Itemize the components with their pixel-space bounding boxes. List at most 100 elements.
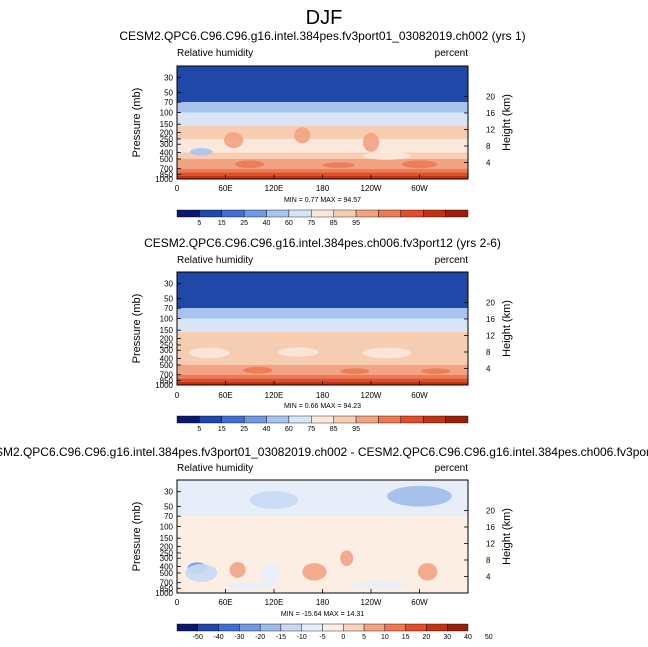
colorbar-swatch xyxy=(400,209,424,218)
min-max-label: MIN = -15.64 MAX = 14.31 xyxy=(281,611,364,618)
field-blob xyxy=(229,562,246,578)
colorbar-swatch xyxy=(378,209,402,218)
field-band xyxy=(177,318,468,333)
y-tick-label: 500 xyxy=(160,155,174,164)
chart-panel-1: CESM2.QPC6.C96.C96.g16.intel.384pes.fv3p… xyxy=(119,29,525,227)
y-right-axis-label: Height (km) xyxy=(501,508,513,565)
colorbar-swatch xyxy=(221,209,245,218)
y-tick-label: 300 xyxy=(160,554,174,563)
y-tick-label: 1000 xyxy=(155,589,173,598)
colorbar-swatch xyxy=(266,209,290,218)
y-right-tick-label: 12 xyxy=(486,331,495,340)
y-right-tick-label: 8 xyxy=(486,556,491,565)
colorbar-swatch xyxy=(384,623,406,632)
colorbar-label: -30 xyxy=(234,634,244,641)
page-title: DJF xyxy=(306,7,343,29)
colorbar-swatch xyxy=(239,623,261,632)
colorbar-label: 85 xyxy=(330,426,338,433)
field-blob xyxy=(387,485,452,507)
colorbar-swatch xyxy=(333,209,357,218)
variable-label: Relative humidity xyxy=(177,48,253,59)
colorbar-label: 25 xyxy=(240,220,248,227)
colorbar-swatch xyxy=(400,415,424,424)
x-tick-label: 0 xyxy=(175,598,180,607)
colorbar-swatch xyxy=(355,415,379,424)
chart-title: CESM2.QPC6.C96.C96.g16.intel.384pes.ch00… xyxy=(144,236,501,250)
y-tick-label: 150 xyxy=(160,120,174,129)
units-label: percent xyxy=(435,48,469,59)
y-tick-label: 250 xyxy=(160,549,174,558)
y-axis-label: Pressure (mb) xyxy=(131,88,143,158)
field-blob xyxy=(421,368,451,374)
y-tick-label: 250 xyxy=(160,135,174,144)
colorbar-swatch xyxy=(288,209,312,218)
y-right-tick-label: 12 xyxy=(486,125,495,134)
y-tick-label: 200 xyxy=(160,129,174,138)
x-tick-label: 60W xyxy=(411,184,428,193)
y-right-tick-label: 16 xyxy=(486,523,495,532)
colorbar-label: 0 xyxy=(341,634,345,641)
y-right-tick-label: 8 xyxy=(486,348,491,357)
colorbar-swatch xyxy=(176,209,200,218)
field-blob xyxy=(185,564,218,582)
colorbar-swatch xyxy=(311,209,334,218)
field-band xyxy=(177,364,468,375)
units-label: percent xyxy=(435,255,469,266)
x-tick-label: 60W xyxy=(411,391,428,400)
colorbar-swatch xyxy=(199,209,222,218)
colorbar-label: 40 xyxy=(263,426,271,433)
min-max-label: MIN = 0.77 MAX = 94.57 xyxy=(284,197,361,204)
x-tick-label: 180 xyxy=(316,184,330,193)
field-band xyxy=(177,378,468,382)
y-tick-label: 200 xyxy=(160,335,174,344)
y-tick-label: 850 xyxy=(160,170,174,179)
field-band xyxy=(177,332,468,345)
colorbar-label: 95 xyxy=(352,220,360,227)
colorbar-label: -5 xyxy=(319,634,325,641)
colorbar-swatch xyxy=(405,623,427,632)
y-tick-label: 150 xyxy=(160,534,174,543)
x-tick-label: 120E xyxy=(265,391,284,400)
y-axis-label: Pressure (mb) xyxy=(131,294,143,364)
y-tick-label: 30 xyxy=(164,280,173,289)
variable-label: Relative humidity xyxy=(177,255,253,266)
field-blob xyxy=(401,160,438,169)
y-tick-label: 400 xyxy=(160,563,174,572)
y-right-tick-label: 16 xyxy=(486,109,495,118)
colorbar-swatch xyxy=(423,209,446,218)
y-tick-label: 70 xyxy=(164,512,173,521)
y-axis-label: Pressure (mb) xyxy=(131,502,143,572)
x-tick-label: 180 xyxy=(316,598,330,607)
y-tick-label: 70 xyxy=(164,98,173,107)
x-tick-label: 120E xyxy=(265,184,284,193)
colorbar-label: 20 xyxy=(423,634,431,641)
field-blob xyxy=(235,160,265,169)
chart-panel-2: CESM2.QPC6.C96.C96.g16.intel.384pes.ch00… xyxy=(131,236,513,433)
min-max-label: MIN = 0.66 MAX = 94.23 xyxy=(284,403,361,410)
colorbar-swatch xyxy=(311,415,334,424)
colorbar-label: -20 xyxy=(255,634,265,641)
variable-label: Relative humidity xyxy=(177,463,253,474)
colorbar-swatch xyxy=(176,623,198,632)
colorbar-label: 15 xyxy=(218,220,226,227)
field-blob xyxy=(189,347,230,359)
x-tick-label: 120W xyxy=(361,184,382,193)
y-tick-label: 850 xyxy=(160,376,174,385)
y-tick-label: 400 xyxy=(160,149,174,158)
colorbar-swatch xyxy=(243,209,267,218)
y-tick-label: 700 xyxy=(160,579,174,588)
field xyxy=(177,272,468,385)
y-right-tick-label: 16 xyxy=(486,315,495,324)
colorbar-swatch xyxy=(378,415,402,424)
field-band xyxy=(177,168,468,173)
colorbar-label: 75 xyxy=(307,220,315,227)
field-band xyxy=(177,138,468,153)
colorbar-swatch xyxy=(243,415,267,424)
y-tick-label: 50 xyxy=(164,88,173,97)
y-right-tick-label: 20 xyxy=(486,506,495,515)
field-blob xyxy=(260,563,280,585)
x-tick-label: 60E xyxy=(218,391,232,400)
y-tick-label: 70 xyxy=(164,304,173,313)
field-band xyxy=(177,172,468,176)
field-blob xyxy=(362,132,380,152)
